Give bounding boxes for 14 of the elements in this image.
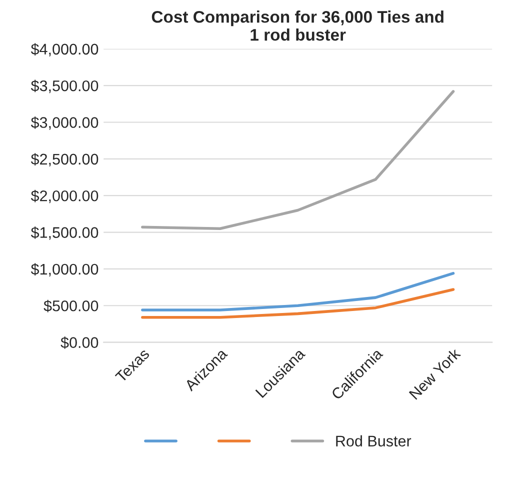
y-tick-label: $2,500.00 [30,153,98,166]
y-tick-label: $1,500.00 [30,226,98,240]
line-series [141,272,455,312]
y-tick-label: $0.00 [60,336,98,349]
y-tick-label: $3,000.00 [30,116,98,130]
legend-label: Rod Buster [336,435,412,446]
y-tick-label: $3,500.00 [30,80,98,94]
line-series [141,90,455,230]
y-tick-label: $4,000.00 [30,43,98,56]
line-series [141,288,455,319]
chart-title: Cost Comparison for 36,000 Ties and 1 rod buster [152,10,444,41]
y-tick-label: $1,000.00 [30,263,98,276]
y-tick-label: $2,000.00 [30,190,98,204]
y-tick-label: $500.00 [44,300,98,312]
